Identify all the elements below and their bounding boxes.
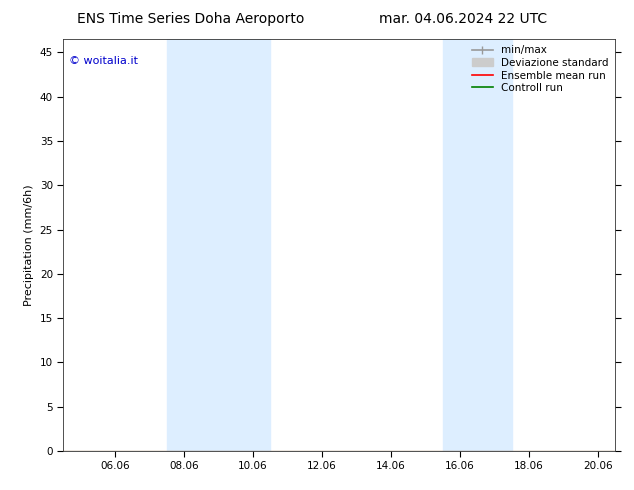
Text: © woitalia.it: © woitalia.it xyxy=(69,56,138,66)
Bar xyxy=(167,39,270,451)
Legend: min/max, Deviazione standard, Ensemble mean run, Controll run: min/max, Deviazione standard, Ensemble m… xyxy=(469,42,612,97)
Text: mar. 04.06.2024 22 UTC: mar. 04.06.2024 22 UTC xyxy=(378,12,547,26)
Y-axis label: Precipitation (mm/6h): Precipitation (mm/6h) xyxy=(24,184,34,306)
Text: ENS Time Series Doha Aeroporto: ENS Time Series Doha Aeroporto xyxy=(77,12,304,26)
Bar xyxy=(443,39,512,451)
